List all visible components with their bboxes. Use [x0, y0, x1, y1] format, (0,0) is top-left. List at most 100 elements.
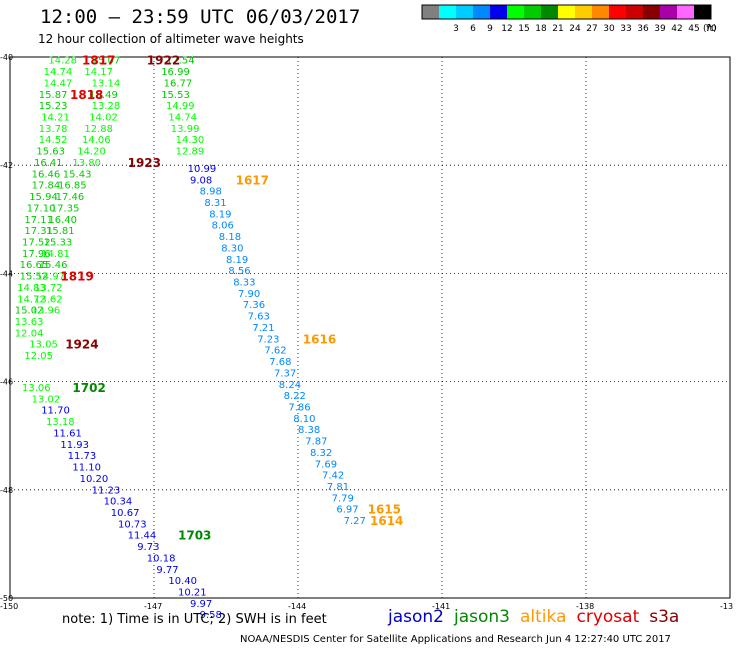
wave-height-value: 16.85	[58, 181, 87, 192]
wave-height-value: 13.06	[22, 383, 51, 394]
wave-height-value: 13.72	[34, 283, 63, 294]
color-bin	[677, 5, 694, 19]
wave-height-value: 8.31	[204, 198, 226, 209]
legend-cryosat: cryosat	[576, 607, 640, 627]
wave-height-value: 13.63	[15, 317, 44, 328]
longitude-tick-label: -141	[432, 602, 450, 611]
wave-height-value: 17.96	[22, 249, 51, 260]
color-bin	[422, 5, 439, 19]
wave-height-value: 8.19	[209, 209, 231, 220]
wave-height-value: 16.46	[32, 169, 61, 180]
wave-height-value: 7.23	[257, 334, 279, 345]
wave-height-value: 16.41	[34, 158, 63, 169]
page-subtitle: 12 hour collection of altimeter wave hei…	[38, 32, 304, 46]
wave-height-value: 15.02	[15, 306, 44, 317]
wave-height-value: 13.62	[34, 294, 63, 305]
wave-height-value: 9.97	[190, 599, 212, 610]
wave-height-value: 17.31	[24, 226, 53, 237]
wave-height-value: 14.83	[17, 283, 46, 294]
longitude-tick-label: -138	[576, 602, 594, 611]
wave-height-value: 8.98	[200, 187, 222, 198]
wave-height-value: 14.06	[82, 135, 111, 146]
page-title: 12:00 – 23:59 UTC 06/03/2017	[40, 6, 361, 28]
wave-height-value: 8.30	[221, 243, 243, 254]
wave-height-value: 10.73	[118, 519, 147, 530]
color-bin-label: 70	[705, 24, 717, 34]
wave-height-value: 13.14	[92, 78, 121, 89]
latitude-tick-label: -46	[0, 378, 13, 387]
wave-height-value: 10.99	[188, 164, 217, 175]
wave-height-value: 7.37	[274, 368, 296, 379]
wave-height-value: 14.17	[84, 67, 113, 78]
wave-height-value: 7.42	[322, 471, 344, 482]
wave-height-value: 16.77	[164, 78, 193, 89]
satellite-legend: jason2 jason3 altika cryosat s3a	[388, 607, 689, 627]
color-bin	[456, 5, 473, 19]
wave-height-value: 15.87	[39, 90, 68, 101]
color-bin	[507, 5, 524, 19]
wave-height-value: 10.40	[168, 576, 197, 587]
wave-height-value: 8.24	[279, 380, 301, 391]
color-bin-label: 42	[671, 24, 682, 34]
color-bin-label: 30	[603, 24, 615, 34]
wave-height-value: 8.22	[284, 391, 306, 402]
wave-height-value: 8.56	[228, 266, 250, 277]
wave-height-value: 7.69	[315, 459, 337, 470]
color-bin	[626, 5, 643, 19]
color-scale-unit: (ft)	[703, 24, 717, 34]
legend-altika: altika	[520, 607, 567, 627]
wave-height-value: 17.52	[22, 237, 51, 248]
pass-time-label: 1703	[178, 529, 211, 543]
color-bin-label: 24	[569, 24, 581, 34]
color-bin-label: 18	[535, 24, 547, 34]
wave-height-value: 9.08	[190, 175, 212, 186]
wave-height-value: 8.33	[233, 278, 255, 289]
color-bin-label: 6	[470, 24, 476, 34]
wave-height-value: 15.52	[20, 272, 49, 283]
wave-height-value: 14.72	[17, 294, 46, 305]
latitude-tick-label: -42	[0, 161, 13, 170]
color-bin-label: 9	[487, 24, 493, 34]
wave-height-value: 8.18	[219, 232, 241, 243]
wave-height-value: 17.35	[51, 203, 80, 214]
wave-height-value: 9.58	[200, 610, 222, 621]
wave-height-value: 15.43	[63, 169, 92, 180]
color-bin-label: 39	[654, 24, 666, 34]
color-bin	[609, 5, 626, 19]
wave-height-value: 12.89	[176, 147, 205, 158]
wave-height-value: 8.32	[310, 448, 332, 459]
wave-height-value: 15.81	[46, 226, 75, 237]
wave-height-value: 10.67	[111, 508, 140, 519]
color-bin	[490, 5, 507, 19]
wave-height-value: 7.87	[305, 437, 327, 448]
wave-height-value: 11.61	[53, 428, 82, 439]
pass-time-label: 1614	[370, 514, 403, 528]
wave-height-value: 13.80	[72, 158, 101, 169]
color-bin	[575, 5, 592, 19]
wave-height-value: 15.53	[161, 90, 190, 101]
wave-height-value: 11.70	[41, 406, 70, 417]
wave-height-value: 7.36	[243, 300, 265, 311]
wave-height-value: 17.54	[166, 56, 195, 67]
wave-height-value: 9.73	[137, 542, 159, 553]
color-bin-label: 3	[453, 24, 459, 34]
wave-height-value: 15.63	[36, 147, 65, 158]
wave-height-value: 15.94	[29, 192, 58, 203]
latitude-tick-label: -50	[0, 594, 13, 603]
wave-height-value: 15.46	[39, 260, 68, 271]
color-bin	[643, 5, 660, 19]
wave-height-value: 7.21	[252, 323, 274, 334]
legend-s3a: s3a	[649, 607, 680, 627]
color-bin	[541, 5, 558, 19]
wave-height-value: 17.46	[56, 192, 85, 203]
longitude-tick-label: -13	[720, 602, 733, 611]
wave-height-value: 15.23	[39, 101, 68, 112]
wave-height-value: 11.93	[60, 440, 89, 451]
wave-height-value: 14.97	[36, 272, 65, 283]
color-scale-border	[421, 4, 712, 20]
color-bin	[558, 5, 575, 19]
color-bin-label: 33	[620, 24, 631, 34]
wave-height-value: 8.19	[226, 255, 248, 266]
color-scale-legend: 3 6 9 12 15 18 21 24 27 30 33 36 39 42 45 70(ft)	[421, 4, 717, 34]
wave-height-value: 15.33	[44, 237, 73, 248]
